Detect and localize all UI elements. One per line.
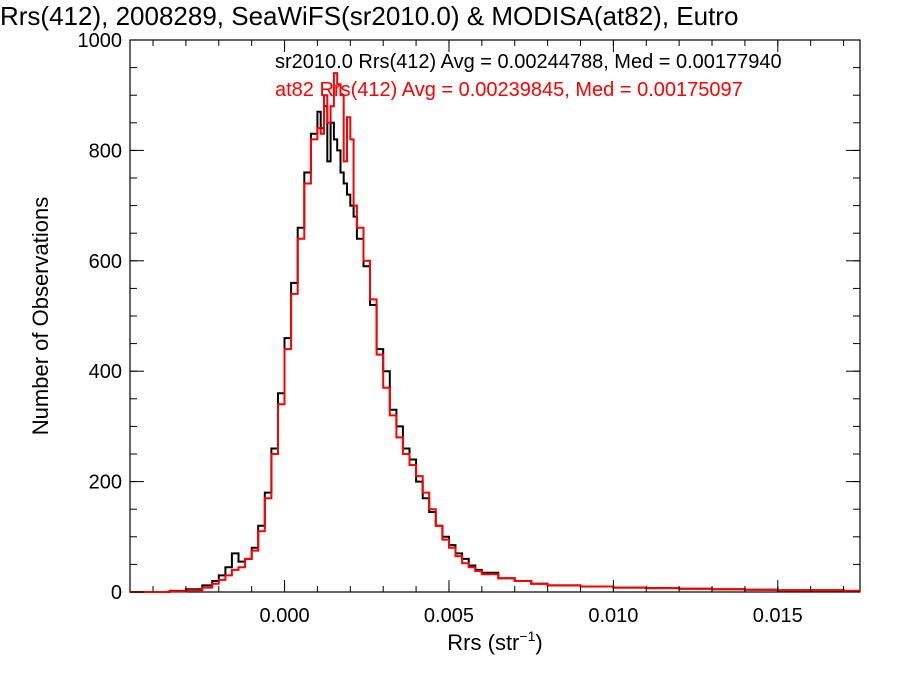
y-axis-ticks: 0 200 400 600 800 1000 [78,30,860,604]
plot-frame [129,39,861,593]
y-axis-label: Number of Observations [28,197,53,435]
series-line-1 [130,72,860,593]
annotations: sr2010.0 Rrs(412) Avg = 0.00244788, Med … [275,51,782,101]
x-tick-label: 0.010 [588,605,638,627]
y-tick-label: 200 [89,472,122,494]
x-tick-label: 0.005 [424,605,474,627]
chart-title: Rrs(412), 2008289, SeaWiFS(sr2010.0) & M… [0,1,739,31]
annotation-0: sr2010.0 Rrs(412) Avg = 0.00244788, Med … [275,51,782,73]
y-tick-label: 800 [89,140,122,162]
annotation-1: at82 Rrs(412) Avg = 0.00239845, Med = 0.… [275,79,743,101]
x-tick-label: 0.015 [753,605,803,627]
y-tick-label: 400 [89,361,122,383]
x-axis-label: Rrs (str−1) [447,628,542,655]
y-tick-label: 0 [111,582,122,604]
plot-area [129,39,861,593]
x-axis-ticks: 0.000 0.005 0.010 0.015 [152,40,845,627]
x-tick-label: 0.000 [260,605,310,627]
series-line-0 [130,105,860,593]
y-tick-label: 1000 [78,30,123,52]
series-layer [130,72,860,593]
y-tick-label: 600 [89,251,122,273]
